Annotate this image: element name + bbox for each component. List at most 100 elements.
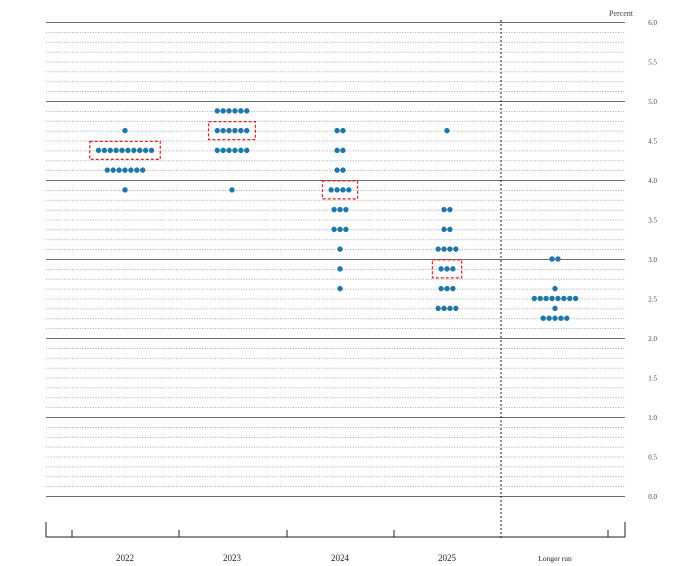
- dot-point: [110, 167, 116, 173]
- dot-point: [435, 305, 441, 312]
- x-tick-label: 2023: [223, 553, 242, 563]
- y-tick-label: 3.0: [648, 256, 657, 264]
- dot-point: [334, 187, 340, 193]
- dot-point: [337, 226, 343, 233]
- dot-point: [220, 147, 226, 154]
- dot-point: [244, 108, 250, 114]
- dot-point: [340, 187, 346, 193]
- dot-point: [331, 206, 337, 213]
- dot-point: [116, 167, 122, 173]
- dot-point: [546, 315, 552, 321]
- y-tick-label: 4.5: [648, 138, 657, 146]
- y-tick-label: 5.0: [648, 98, 657, 106]
- dot-point: [122, 127, 128, 134]
- dot-point: [337, 246, 343, 252]
- dot-point: [101, 147, 108, 154]
- dot-point: [220, 127, 226, 134]
- dot-point: [134, 167, 140, 173]
- dot-point: [555, 256, 561, 262]
- dot-point: [447, 206, 453, 213]
- dot-point: [555, 295, 561, 302]
- dot-point: [549, 256, 555, 262]
- y-tick-label: 2.0: [648, 335, 657, 343]
- unit-label: Percent: [609, 9, 634, 18]
- dot-point: [148, 147, 155, 154]
- dot-point: [561, 295, 567, 302]
- dot-point: [226, 127, 232, 134]
- dot-point: [131, 147, 137, 154]
- grid-lines: [46, 22, 625, 497]
- dot-point: [343, 226, 349, 233]
- y-tick-label: 3.5: [648, 217, 657, 225]
- dot-point: [543, 295, 549, 302]
- dot-point: [328, 187, 334, 193]
- x-tick-label: 2024: [331, 553, 350, 563]
- dot-point: [238, 108, 244, 114]
- dot-point: [531, 295, 538, 302]
- dot-point: [552, 315, 558, 321]
- dot-point: [552, 305, 558, 312]
- dot-point: [214, 108, 220, 114]
- dot-point: [122, 187, 128, 193]
- dot-point: [125, 147, 131, 154]
- y-tick-labels: 0.0 0.5 1.0 1.5 2.0 2.5 3.0 3.5 4.0 4.5 5.0 5.5 6.0: [648, 19, 657, 501]
- dot-point: [334, 167, 340, 173]
- median-highlights: [89, 121, 463, 279]
- dot-point: [340, 167, 346, 173]
- dot-point: [232, 108, 238, 114]
- median-highlight-box: [89, 140, 161, 160]
- dot-point: [444, 127, 450, 134]
- dot-point: [95, 147, 102, 154]
- dot-point: [453, 246, 459, 252]
- dot-point: [447, 246, 453, 252]
- dot-point: [122, 167, 128, 173]
- dot-point: [119, 147, 125, 154]
- dot-point: [238, 127, 244, 134]
- dot-point: [232, 127, 238, 134]
- dot-point: [229, 187, 235, 193]
- dot-point: [340, 147, 346, 154]
- dot-point: [444, 285, 450, 292]
- x-tick-label: 2025: [438, 553, 457, 563]
- dot-point: [441, 305, 447, 312]
- dot-point: [441, 226, 447, 233]
- dot-point: [337, 206, 343, 213]
- dots-layer: [95, 108, 579, 321]
- y-tick-label: 2.5: [648, 296, 657, 304]
- dot-point: [142, 147, 149, 154]
- y-tick-label: 0.0: [648, 493, 657, 501]
- dot-point: [346, 187, 352, 193]
- median-highlight-box: [321, 180, 359, 200]
- dot-point: [450, 285, 456, 292]
- dot-point: [104, 167, 111, 173]
- dot-point: [113, 147, 119, 154]
- dot-point: [232, 147, 238, 154]
- dot-point: [331, 226, 337, 233]
- dot-point: [552, 285, 558, 292]
- dot-point: [441, 246, 447, 252]
- dot-point: [438, 285, 444, 292]
- dot-point: [444, 266, 450, 272]
- median-highlight-box: [207, 121, 257, 141]
- x-tick-label: Longer run: [538, 554, 572, 563]
- dot-point: [343, 206, 349, 213]
- median-highlight-box: [431, 259, 463, 279]
- dot-point: [337, 285, 343, 292]
- dot-point: [244, 147, 250, 154]
- y-tick-label: 1.0: [648, 414, 657, 422]
- y-tick-label: 5.5: [648, 59, 657, 67]
- dot-point: [214, 147, 220, 154]
- dot-point: [453, 305, 459, 312]
- dot-point: [447, 305, 453, 312]
- dot-point: [220, 108, 226, 114]
- dot-point: [567, 295, 573, 302]
- dot-point: [244, 127, 250, 134]
- dot-point: [214, 127, 220, 134]
- dot-point: [137, 147, 143, 154]
- dot-point: [441, 206, 447, 213]
- dot-point: [572, 295, 579, 302]
- dot-point: [334, 147, 340, 154]
- dot-point: [128, 167, 134, 173]
- dot-point: [226, 108, 232, 114]
